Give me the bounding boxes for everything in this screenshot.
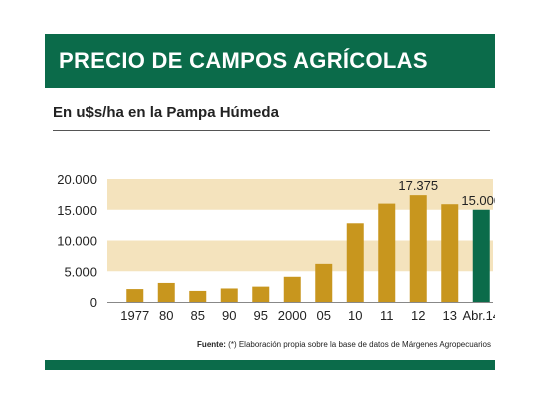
x-tick-label: 05	[317, 308, 331, 323]
source-note: Fuente: (*) Elaboración propia sobre la …	[197, 340, 491, 349]
bar-80	[157, 282, 175, 302]
bar-11	[378, 203, 396, 302]
bar-chart: 0 5.000 10.000 15.000 20.000 1977 80 85 90 95 2000…	[57, 172, 495, 323]
y-tick-label: 20.000	[57, 172, 97, 187]
x-tick-label: 2000	[278, 308, 307, 323]
shaded-band	[107, 240, 493, 272]
chart-title: PRECIO DE CAMPOS AGRÍCOLAS	[59, 48, 428, 73]
footer-bar	[45, 360, 495, 370]
x-tick-label: 10	[348, 308, 362, 323]
y-tick-label: 10.000	[57, 234, 97, 249]
bar-2000	[283, 276, 301, 302]
x-tick-label: 85	[191, 308, 205, 323]
y-tick-label: 0	[90, 295, 97, 310]
shaded-band	[107, 179, 493, 210]
x-tick-label: 95	[254, 308, 268, 323]
bar-05	[315, 263, 333, 302]
x-tick-label: 90	[222, 308, 236, 323]
bar-13	[441, 204, 459, 302]
y-tick-label: 5.000	[64, 264, 97, 279]
bar-12	[409, 195, 427, 302]
bar-1977	[126, 289, 144, 302]
data-label: 15.000	[461, 193, 495, 208]
x-tick-label: 1977	[120, 308, 149, 323]
data-label: 17.375	[398, 178, 438, 193]
bar-Abr.14	[472, 209, 490, 302]
bar-90	[220, 288, 238, 302]
source-label: Fuente:	[197, 340, 226, 349]
bar-85	[189, 290, 207, 302]
bar-95	[252, 286, 270, 302]
source-text: (*) Elaboración propia sobre la base de …	[228, 340, 491, 349]
y-tick-label: 15.000	[57, 203, 97, 218]
x-tick-label: 80	[159, 308, 173, 323]
chart-subtitle: En u$s/ha en la Pampa Húmeda	[53, 104, 279, 121]
x-tick-label: 13	[443, 308, 457, 323]
x-tick-label: 11	[380, 308, 394, 323]
chart-panel: PRECIO DE CAMPOS AGRÍCOLAS En u$s/ha en …	[45, 34, 495, 370]
bar-10	[346, 223, 364, 302]
header-bar: PRECIO DE CAMPOS AGRÍCOLAS	[45, 34, 495, 88]
subtitle-divider	[53, 130, 490, 131]
x-tick-label: Abr.14	[462, 308, 495, 323]
x-tick-label: 12	[411, 308, 425, 323]
